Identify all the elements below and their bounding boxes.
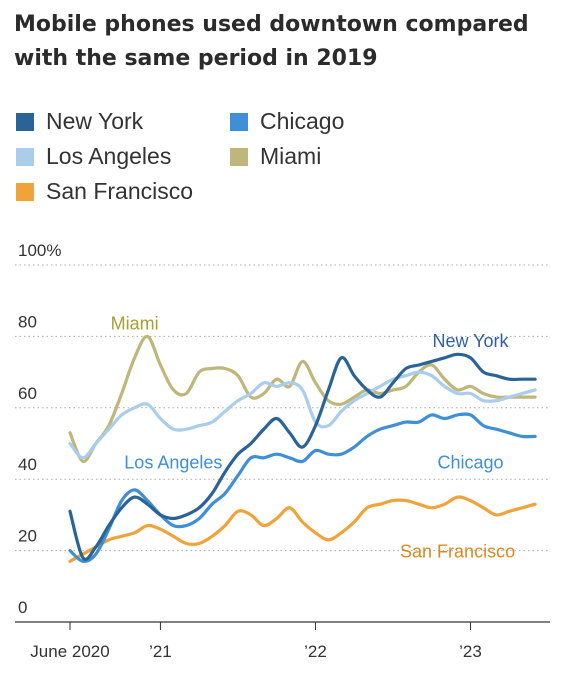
series-annotation: New York <box>432 331 509 351</box>
x-tick-label: ’23 <box>459 642 482 661</box>
y-tick-label: 40 <box>18 455 37 474</box>
legend-swatch <box>16 112 34 131</box>
series-annotation: Los Angeles <box>124 452 222 472</box>
y-tick-label: 20 <box>18 527 37 546</box>
legend: New York Chicago Los Angeles Miami San Franc… <box>16 108 556 218</box>
series-line-san-francisco <box>68 495 537 563</box>
legend-swatch <box>230 112 248 131</box>
series-line-new-york <box>68 352 537 561</box>
legend-swatch <box>230 147 248 166</box>
legend-label: Miami <box>260 143 322 169</box>
series-annotation: San Francisco <box>400 542 515 562</box>
series-line-chicago <box>68 412 537 563</box>
legend-label: Chicago <box>260 108 345 134</box>
y-tick-label: 60 <box>18 384 37 403</box>
legend-item: San Francisco <box>16 178 193 205</box>
chart-title: Mobile phones used downtown compared wit… <box>14 12 529 71</box>
legend-swatch <box>16 147 34 166</box>
x-tick-label: June 2020 <box>30 642 109 661</box>
series-annotation: Miami <box>111 313 159 333</box>
y-tick-label: 100% <box>18 241 61 260</box>
series-line-los-angeles <box>68 370 537 460</box>
legend-swatch <box>16 182 34 201</box>
legend-item: New York <box>16 108 143 135</box>
line-chart: 100% 80 60 40 20 0 June 2020 ’21 ’22 ’23 Miami New … <box>15 241 550 661</box>
x-tick-label: ’21 <box>149 642 172 661</box>
x-tick-label: ’22 <box>304 642 327 661</box>
legend-label: San Francisco <box>46 178 194 204</box>
legend-label: Los Angeles <box>46 143 172 169</box>
legend-item: Los Angeles <box>16 143 171 170</box>
legend-item: Chicago <box>230 108 344 135</box>
y-tick-label: 0 <box>18 598 27 617</box>
series-line-miami <box>68 334 537 464</box>
y-tick-label: 80 <box>18 312 37 331</box>
legend-item: Miami <box>230 143 321 170</box>
legend-label: New York <box>46 108 144 134</box>
series-annotation: Chicago <box>437 452 503 472</box>
